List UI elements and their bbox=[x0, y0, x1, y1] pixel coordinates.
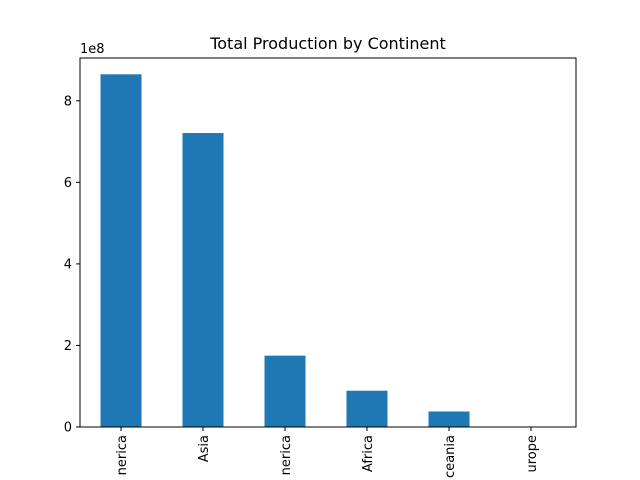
plot-frame bbox=[79, 57, 577, 428]
bar-oceania bbox=[428, 411, 470, 427]
x-tick-label: urope bbox=[525, 435, 540, 473]
x-tick-label: nerica bbox=[279, 435, 294, 475]
bar-north-america bbox=[100, 74, 142, 428]
x-tick-label: Africa bbox=[361, 435, 376, 472]
y-offset-label: 1e8 bbox=[80, 42, 105, 57]
y-tick-label: 2 bbox=[64, 339, 72, 354]
y-tick-label: 0 bbox=[64, 421, 72, 436]
bar-asia bbox=[182, 133, 224, 428]
x-tick-label: ceania bbox=[443, 435, 458, 478]
x-tick-label: nerica bbox=[115, 435, 130, 475]
bar-africa bbox=[346, 390, 388, 427]
y-axis: 0 2 4 6 8 bbox=[64, 94, 80, 436]
y-tick-label: 6 bbox=[64, 176, 72, 191]
bars-group bbox=[100, 74, 470, 428]
y-tick-label: 8 bbox=[64, 94, 72, 109]
y-tick-label: 4 bbox=[64, 257, 72, 272]
x-axis: nerica Asia nerica Africa ceania urope bbox=[115, 427, 540, 478]
chart-title: Total Production by Continent bbox=[209, 34, 446, 53]
x-tick-label: Asia bbox=[197, 435, 212, 462]
bar-south-america bbox=[264, 355, 306, 427]
